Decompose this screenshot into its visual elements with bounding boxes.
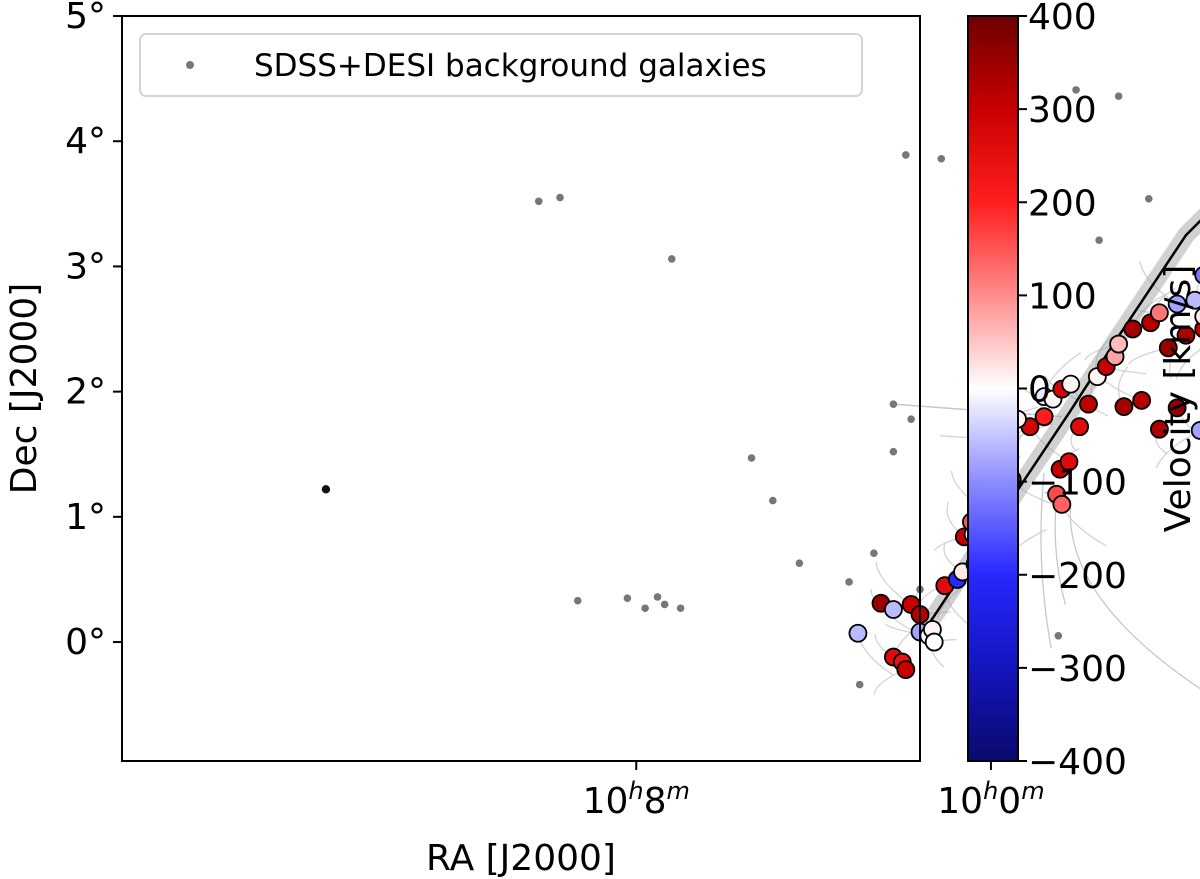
background-galaxy-point xyxy=(321,485,331,494)
tidal-debris-point xyxy=(1061,374,1081,394)
background-galaxy-point xyxy=(623,594,632,603)
y-tick-label: 2° xyxy=(65,372,106,413)
colorbar-tick-label: −100 xyxy=(1028,463,1127,504)
background-galaxy-point xyxy=(1095,236,1103,244)
x-axis-label: RA [J2000] xyxy=(426,838,616,879)
background-galaxy-point xyxy=(845,578,853,586)
y-tick-label: 5° xyxy=(65,0,106,37)
tidal-debris-point xyxy=(1132,390,1152,410)
tidal-debris-point xyxy=(1194,266,1200,284)
background-galaxy-point xyxy=(855,680,864,689)
background-galaxy-point xyxy=(556,193,564,202)
background-galaxy-point xyxy=(667,255,676,263)
tidal-debris-point xyxy=(1194,320,1200,338)
tidal-debris-point xyxy=(1150,419,1169,439)
background-galaxy-point xyxy=(641,604,649,613)
orbit-track xyxy=(1069,504,1200,690)
colorbar-tick-label: −200 xyxy=(1028,556,1127,597)
tidal-debris-point xyxy=(848,623,868,643)
background-galaxy-point xyxy=(1144,195,1153,203)
y-axis-label: Dec [J2000] xyxy=(4,283,45,494)
tidal-debris-point xyxy=(896,660,916,679)
colorbar-tick-label: 300 xyxy=(1028,90,1097,131)
orbit-track xyxy=(1196,279,1200,302)
colorbar-label: Velocity [km/s] xyxy=(1158,265,1199,533)
background-galaxy-point xyxy=(534,197,543,206)
orbit-track xyxy=(1040,472,1052,649)
tidal-debris-point xyxy=(924,632,944,652)
background-galaxy-point xyxy=(870,549,878,557)
tidal-debris-point xyxy=(1123,319,1143,339)
tidal-debris-point xyxy=(1109,334,1129,354)
colorbar-tick-label: 0 xyxy=(1028,370,1051,411)
legend-label: SDSS+DESI background galaxies xyxy=(254,48,767,84)
tidal-debris-point xyxy=(1190,421,1200,440)
plot-frame xyxy=(121,15,921,762)
orbit-track xyxy=(1175,348,1200,380)
legend-box xyxy=(139,33,863,97)
tidal-debris-point xyxy=(1176,325,1196,345)
colorbar-tick-label: −400 xyxy=(1028,742,1127,783)
tidal-debris-point xyxy=(1194,307,1200,326)
tidal-debris-point xyxy=(884,600,903,619)
tidal-debris-point xyxy=(1034,407,1054,427)
colorbar-gradient xyxy=(967,15,1019,762)
x-tick-label: 10h8m xyxy=(583,777,690,822)
background-galaxy-point xyxy=(937,154,946,163)
tidal-debris-layer xyxy=(848,266,1200,679)
tidal-debris-point xyxy=(1158,338,1178,358)
colorbar-tick-label: 100 xyxy=(1028,276,1097,317)
background-galaxy-point xyxy=(653,593,662,601)
background-galaxy-point xyxy=(889,447,898,456)
tidal-debris-point xyxy=(1167,398,1187,418)
axes-layer: 0°1°2°3°4°5°10h8m10h0m9h52mRA [J2000]Dec… xyxy=(4,0,1045,879)
velocity-colorbar: 400 300 200 100 0 −100 −200 −300 −400 Velocity [k… xyxy=(967,0,1199,783)
legend-marker xyxy=(186,61,194,69)
background-galaxy-point xyxy=(907,415,915,423)
tidal-debris-point xyxy=(1059,452,1079,472)
background-galaxy-point xyxy=(1114,92,1123,100)
background-galaxy-point xyxy=(660,600,669,609)
colorbar-tick-label: −300 xyxy=(1028,649,1127,690)
legend: SDSS+DESI background galaxies xyxy=(139,33,863,97)
tidal-debris-point xyxy=(1052,494,1072,514)
y-tick-label: 1° xyxy=(65,497,106,538)
tidal-debris-point xyxy=(1167,294,1187,314)
y-tick-label: 4° xyxy=(65,121,106,162)
colorbar-tick-label: 400 xyxy=(1028,0,1097,38)
background-galaxy-point xyxy=(795,559,804,567)
tidal-debris-point xyxy=(1070,417,1089,437)
y-tick-label: 0° xyxy=(65,622,106,663)
background-galaxy-point xyxy=(747,454,756,462)
y-tick-label: 3° xyxy=(65,246,106,287)
background-galaxy-point xyxy=(769,496,777,505)
background-galaxy-point xyxy=(676,604,685,613)
background-galaxy-point xyxy=(1072,86,1080,94)
x-tick-label: 10h0m xyxy=(937,777,1044,822)
colorbar-tick-label: 200 xyxy=(1028,183,1097,224)
tidal-debris-point xyxy=(1114,397,1134,417)
tidal-debris-point xyxy=(1150,303,1169,323)
background-galaxy-point xyxy=(1054,631,1063,640)
background-galaxy-point xyxy=(889,400,898,408)
background-galaxy-point xyxy=(573,596,582,605)
tidal-debris-point xyxy=(1079,394,1098,414)
background-galaxy-point xyxy=(902,151,910,159)
tidal-debris-point xyxy=(1185,290,1200,310)
